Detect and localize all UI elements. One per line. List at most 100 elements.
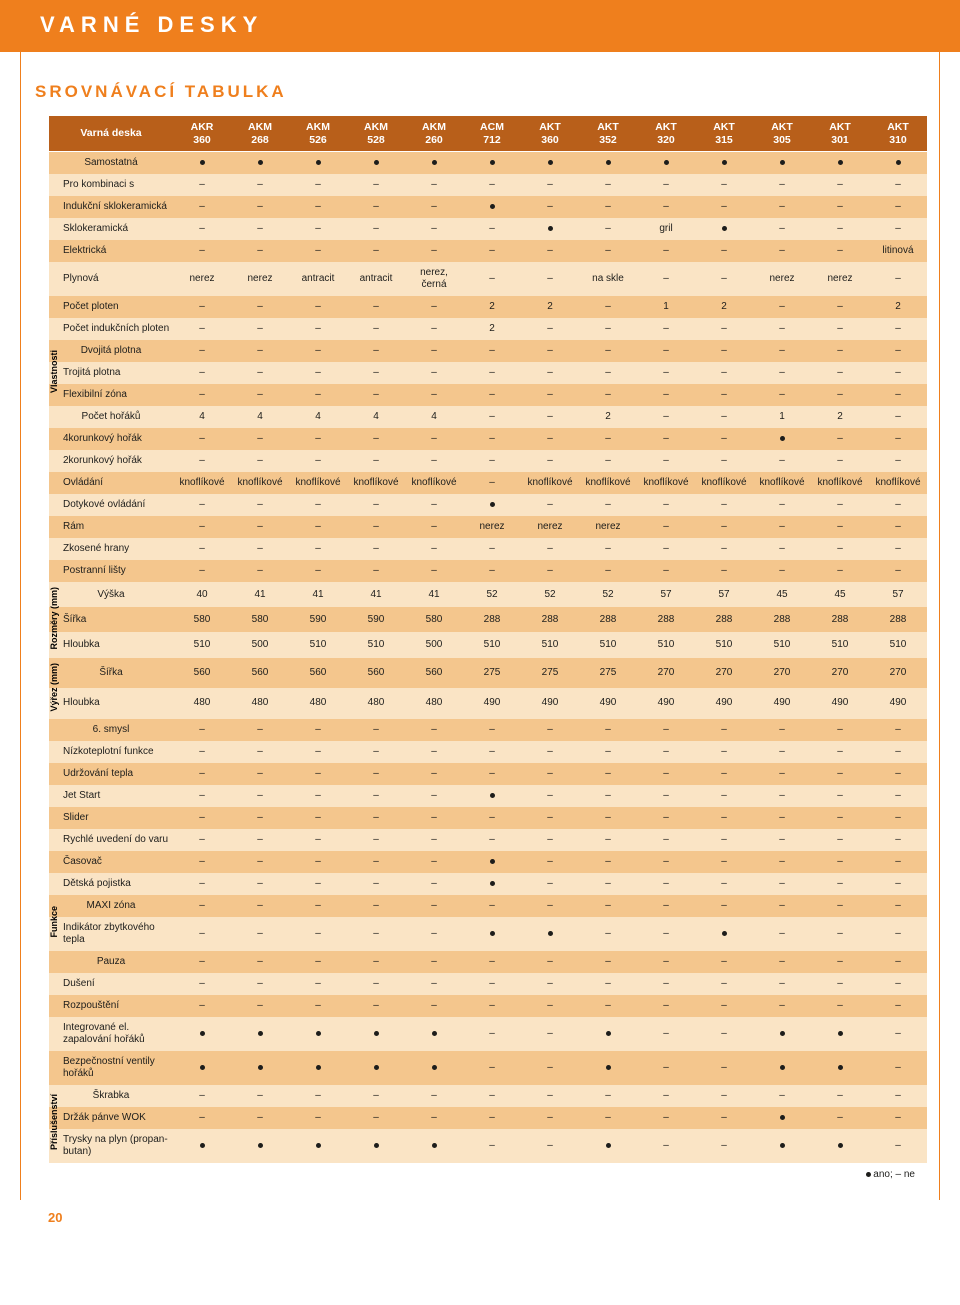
cell: –: [695, 785, 753, 807]
section-label: [35, 719, 49, 895]
cell: –: [579, 1085, 637, 1107]
cell: –: [405, 494, 463, 516]
cell: –: [869, 951, 927, 973]
cell: –: [869, 1017, 927, 1051]
cell: –: [173, 538, 231, 560]
cell: –: [869, 917, 927, 951]
cell: 490: [521, 688, 579, 719]
dot-icon: [374, 1140, 379, 1151]
cell: –: [347, 1085, 405, 1107]
cell: –: [695, 851, 753, 873]
cell: –: [811, 807, 869, 829]
cell: [289, 1017, 347, 1051]
cell: [579, 1051, 637, 1085]
row-label: Hloubka: [49, 632, 173, 657]
cell: –: [463, 340, 521, 362]
cell: –: [231, 763, 289, 785]
cell: –: [579, 196, 637, 218]
cell: 4: [347, 406, 405, 428]
cell: –: [579, 450, 637, 472]
cell: –: [173, 318, 231, 340]
cell: –: [637, 1085, 695, 1107]
cell: –: [753, 785, 811, 807]
cell: –: [695, 174, 753, 196]
table-row: Bezpečnostní ventily hořáků–––––: [35, 1051, 927, 1085]
cell: –: [347, 829, 405, 851]
dot-icon: [258, 1140, 263, 1151]
cell: 288: [753, 607, 811, 632]
cell: –: [289, 973, 347, 995]
header-model: ACM712: [463, 116, 521, 152]
dot-icon: [548, 928, 553, 939]
cell: –: [869, 516, 927, 538]
table-row: Hloubka480480480480480490490490490490490…: [35, 688, 927, 719]
cell: –: [173, 951, 231, 973]
cell: –: [869, 741, 927, 763]
cell: –: [695, 807, 753, 829]
cell: –: [405, 384, 463, 406]
cell: –: [231, 951, 289, 973]
cell: –: [231, 873, 289, 895]
cell: –: [463, 384, 521, 406]
cell: –: [405, 973, 463, 995]
cell: –: [811, 538, 869, 560]
cell: –: [869, 428, 927, 450]
cell: –: [579, 973, 637, 995]
cell: 2: [869, 296, 927, 318]
cell: –: [869, 174, 927, 196]
cell: 490: [637, 688, 695, 719]
cell: [463, 851, 521, 873]
cell: –: [695, 873, 753, 895]
cell: –: [695, 450, 753, 472]
cell: 4: [289, 406, 347, 428]
cell: –: [869, 851, 927, 873]
cell: –: [521, 741, 579, 763]
cell: –: [231, 851, 289, 873]
cell: –: [753, 917, 811, 951]
row-label: Plynová: [49, 262, 173, 296]
cell: –: [463, 428, 521, 450]
cell: –: [637, 741, 695, 763]
cell: –: [347, 318, 405, 340]
cell: –: [289, 538, 347, 560]
cell: –: [579, 560, 637, 582]
cell: 41: [231, 582, 289, 607]
cell: –: [289, 951, 347, 973]
cell: –: [637, 450, 695, 472]
cell: –: [463, 1107, 521, 1129]
cell: –: [347, 362, 405, 384]
cell: –: [289, 428, 347, 450]
cell: 288: [811, 607, 869, 632]
cell: –: [753, 450, 811, 472]
cell: –: [463, 406, 521, 428]
cell: 288: [695, 607, 753, 632]
cell: –: [521, 873, 579, 895]
cell: 4: [173, 406, 231, 428]
cell: –: [463, 362, 521, 384]
cell: –: [521, 428, 579, 450]
cell: –: [637, 428, 695, 450]
cell: –: [173, 917, 231, 951]
cell: –: [521, 340, 579, 362]
cell: 41: [289, 582, 347, 607]
cell: 288: [869, 607, 927, 632]
cell: –: [521, 973, 579, 995]
cell: –: [463, 807, 521, 829]
cell: –: [463, 829, 521, 851]
cell: –: [695, 719, 753, 741]
dot-icon: [316, 1062, 321, 1073]
row-label: Rám: [49, 516, 173, 538]
header-model: AKT310: [869, 116, 927, 152]
table-row: Pro kombinaci s–––––––––––––: [35, 174, 927, 196]
cell: –: [579, 218, 637, 240]
cell: 52: [521, 582, 579, 607]
table-row: 4korunkový hořák––––––––––––: [35, 428, 927, 450]
cell: [637, 152, 695, 175]
row-label: Dětská pojistka: [49, 873, 173, 895]
cell: –: [521, 1107, 579, 1129]
cell: –: [869, 262, 927, 296]
cell: –: [579, 851, 637, 873]
cell: –: [695, 538, 753, 560]
cell: 270: [753, 658, 811, 689]
cell: [347, 152, 405, 175]
